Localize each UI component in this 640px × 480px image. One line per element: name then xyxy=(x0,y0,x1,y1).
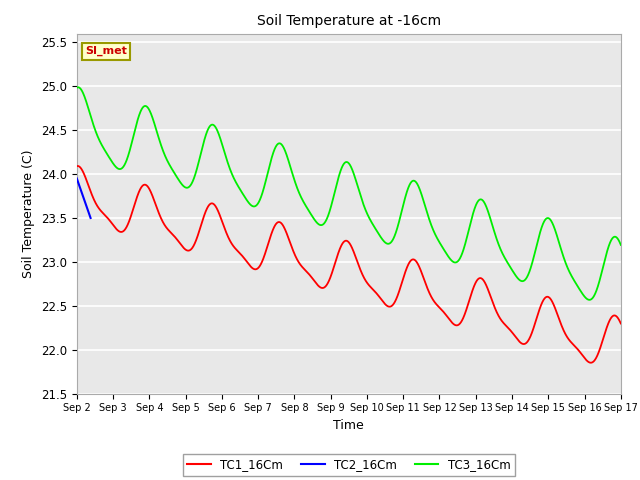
TC1_16Cm xyxy=(73,163,81,169)
TC2_16Cm xyxy=(81,200,89,205)
TC1_16Cm xyxy=(587,360,595,366)
Title: Soil Temperature at -16cm: Soil Temperature at -16cm xyxy=(257,14,441,28)
Text: SI_met: SI_met xyxy=(85,46,127,57)
TC3_16Cm xyxy=(332,186,339,192)
TC1_16Cm xyxy=(332,259,339,265)
TC3_16Cm xyxy=(73,85,81,91)
TC2_16Cm xyxy=(73,176,81,181)
TC3_16Cm xyxy=(586,297,593,303)
TC1_16Cm xyxy=(600,332,608,338)
TC2_16Cm xyxy=(81,199,89,205)
TC1_16Cm xyxy=(468,288,476,294)
Line: TC2_16Cm: TC2_16Cm xyxy=(77,179,91,218)
TC1_16Cm xyxy=(617,321,625,326)
TC1_16Cm xyxy=(301,267,309,273)
TC2_16Cm xyxy=(87,215,95,221)
Line: TC3_16Cm: TC3_16Cm xyxy=(77,87,621,300)
TC2_16Cm xyxy=(85,211,93,216)
TC1_16Cm xyxy=(573,346,581,351)
X-axis label: Time: Time xyxy=(333,419,364,432)
TC1_16Cm xyxy=(74,163,81,169)
TC2_16Cm xyxy=(82,201,90,207)
TC1_16Cm xyxy=(306,272,314,278)
Line: TC1_16Cm: TC1_16Cm xyxy=(77,166,621,363)
TC3_16Cm xyxy=(600,259,608,264)
TC2_16Cm xyxy=(79,193,87,199)
TC3_16Cm xyxy=(301,203,309,208)
TC3_16Cm xyxy=(617,242,625,248)
TC3_16Cm xyxy=(468,214,476,220)
TC3_16Cm xyxy=(306,210,314,216)
TC3_16Cm xyxy=(74,84,82,90)
TC2_16Cm xyxy=(83,203,90,208)
Y-axis label: Soil Temperature (C): Soil Temperature (C) xyxy=(22,149,35,278)
TC3_16Cm xyxy=(573,283,581,288)
Legend: TC1_16Cm, TC2_16Cm, TC3_16Cm: TC1_16Cm, TC2_16Cm, TC3_16Cm xyxy=(182,454,515,476)
